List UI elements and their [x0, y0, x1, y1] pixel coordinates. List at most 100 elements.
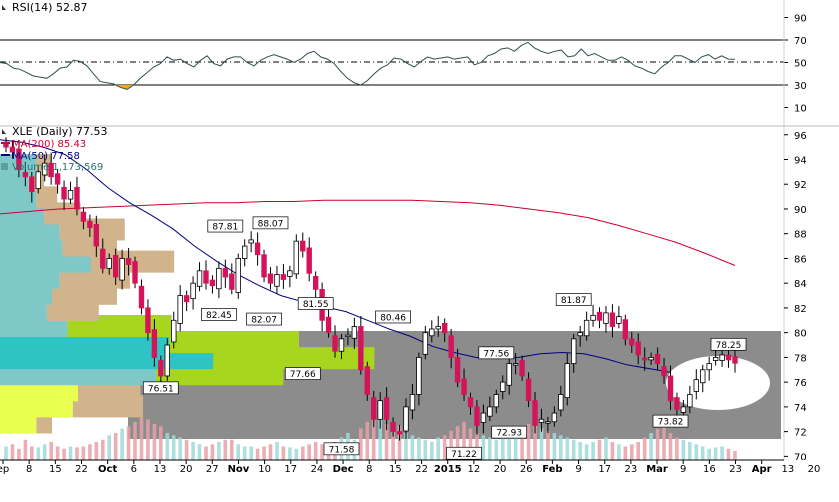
annotation-label: 82.07 — [251, 316, 277, 326]
volume-bar — [217, 442, 221, 460]
annotation-box — [201, 308, 237, 321]
annotation-box — [252, 216, 289, 230]
volume-bar — [288, 447, 292, 460]
candle-body — [229, 273, 235, 290]
time-tick-label: 2015 — [434, 464, 462, 475]
candle-body — [448, 335, 454, 358]
candle-body — [377, 400, 383, 420]
volume-bar — [681, 439, 686, 461]
annotation-box — [710, 337, 747, 351]
volume-bar — [384, 424, 389, 460]
rsi-y-tick-label: 10 — [794, 104, 807, 115]
legend-ma200: MA(200) 85.43 — [12, 139, 86, 150]
time-tick-label: 27 — [206, 464, 219, 475]
volume-bar — [126, 426, 131, 461]
candle-body — [280, 274, 287, 280]
candle-body — [435, 326, 441, 330]
candle-body — [42, 162, 48, 176]
volume-bar — [617, 444, 621, 460]
price-panel: 87.81 88.07 82.45 82.07 81.55 80.46 77.66 76.51… — [0, 125, 807, 463]
volume-bar — [262, 446, 266, 460]
volume-bar — [191, 442, 195, 460]
rsi-y-tick-label: 50 — [794, 59, 807, 70]
volume-bar — [539, 428, 544, 460]
volume-bar — [636, 442, 640, 460]
volume-bar — [623, 446, 628, 460]
time-tick-label: 8 — [366, 464, 372, 475]
price-y-tick-label: 82 — [794, 304, 807, 315]
candle-body — [48, 162, 54, 178]
time-tick-label: 24 — [311, 464, 324, 475]
price-annotation: 77.66 — [284, 367, 321, 380]
time-tick-label: Nov — [228, 464, 250, 475]
legend-swatch-ma50 — [1, 154, 10, 156]
volume-bar — [49, 442, 53, 460]
candle-body — [16, 148, 22, 170]
volume-bar — [275, 442, 279, 460]
collapse-icon[interactable] — [2, 129, 6, 134]
time-tick-label: 9 — [575, 464, 581, 475]
annotation-box — [446, 446, 482, 460]
collapse-icon[interactable] — [2, 5, 6, 10]
volume-bar — [559, 435, 563, 461]
volume-bar — [113, 433, 118, 460]
time-tick-label: 20 — [180, 464, 193, 475]
candle-body — [661, 366, 667, 377]
price-y-tick-label: 76 — [794, 378, 807, 389]
time-tick-label: Mar — [646, 464, 668, 475]
time-tick-label: 13 — [154, 464, 167, 475]
highlight-ellipse — [666, 356, 770, 410]
volume-bar — [694, 444, 699, 460]
candle-body — [293, 240, 300, 275]
annotation-box — [323, 442, 360, 456]
price-annotation: 82.07 — [246, 312, 282, 326]
legend-volume: Volume 1,173,569 — [12, 162, 103, 173]
volume-bar — [10, 444, 15, 460]
candle-body — [274, 274, 280, 287]
candle-body — [635, 341, 641, 356]
volume-bar — [707, 448, 711, 461]
price-annotation: 71.58 — [323, 442, 360, 456]
volume-bar — [236, 444, 240, 460]
rsi-y-tick-label: 30 — [794, 81, 807, 92]
volume-bar — [139, 417, 144, 461]
candle-body — [306, 247, 312, 274]
rsi-y-tick-label: 90 — [794, 14, 807, 25]
volume-bar — [668, 433, 673, 460]
volume-bar — [255, 448, 260, 461]
volume-bar — [88, 444, 92, 460]
candle-body — [87, 220, 93, 228]
price-y-tick-label: 78 — [794, 353, 807, 364]
volume-bar — [68, 446, 73, 460]
candle-body — [216, 267, 222, 290]
time-tick-label: 26 — [520, 464, 533, 475]
volume-bar — [513, 433, 518, 460]
candle-body — [358, 326, 364, 371]
candle-body — [571, 338, 577, 364]
annotation-label: 82.45 — [206, 311, 232, 321]
price-annotation: 77.56 — [478, 346, 515, 360]
candle-body — [74, 186, 80, 210]
time-tick-label: 15 — [389, 464, 402, 475]
candle-body — [345, 334, 351, 338]
candle-body — [687, 394, 693, 408]
time-tick-label: Apr — [752, 464, 772, 475]
time-tick-label: ep — [0, 464, 9, 475]
annotation-box — [478, 346, 515, 360]
candle-body — [654, 353, 661, 364]
volume-bar — [720, 446, 724, 460]
candle-body — [312, 275, 319, 290]
candle-body — [351, 326, 358, 339]
volume-bar — [146, 419, 150, 460]
candle-body — [158, 360, 164, 377]
volume-bar — [30, 446, 34, 460]
time-tick-label: 16 — [703, 464, 716, 475]
price-annotation: 73.82 — [652, 414, 689, 428]
candle-body — [461, 378, 467, 395]
volume-bar — [591, 442, 595, 460]
candle-body — [267, 273, 274, 284]
volume-bar — [159, 426, 163, 461]
candle-body — [164, 344, 170, 377]
candle-body — [616, 316, 622, 324]
volume-bar — [242, 446, 247, 460]
